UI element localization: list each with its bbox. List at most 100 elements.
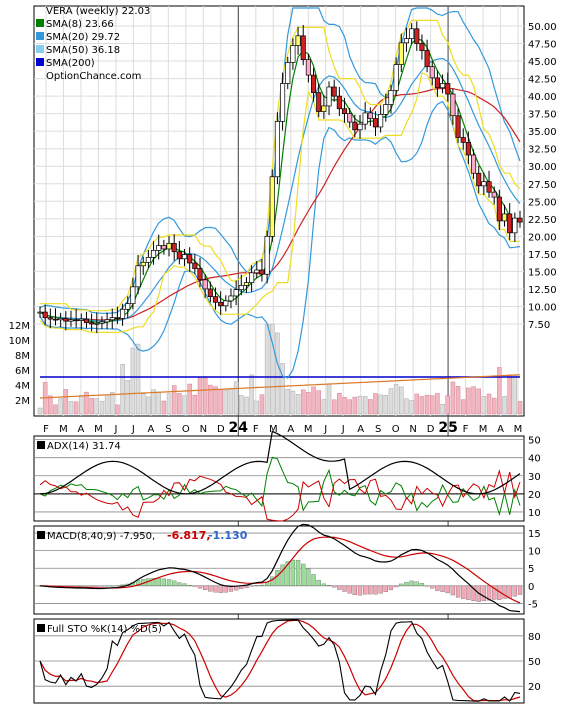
candle-body — [249, 272, 255, 283]
candle-body — [517, 217, 523, 223]
volume-bar — [53, 404, 58, 415]
macd-title: MACD(8,40,9) -7.950, -6.817,-1.130 — [37, 529, 248, 542]
sma8-line — [39, 37, 521, 324]
price-tick-label: 15.00 — [528, 267, 557, 278]
price-tick-label: 35.00 — [528, 127, 557, 138]
macd-hist-bar — [275, 570, 280, 586]
panel-tick-label: 50 — [528, 657, 541, 668]
candle-body — [321, 105, 327, 112]
legend-label: SMA(20) 29.72 — [46, 32, 120, 43]
legend-label: OptionChance.com — [46, 71, 141, 82]
x-tick-label: J — [131, 424, 135, 435]
candle-body — [274, 121, 280, 178]
adx-swatch — [37, 441, 45, 449]
candle-body — [450, 93, 456, 117]
adx-y-axis: 50 40 30 20 10 — [528, 436, 541, 519]
macd-hist-bar — [383, 585, 388, 593]
candle-body — [372, 118, 379, 128]
volume-tick-label: 8M — [15, 351, 30, 362]
volume-bar — [316, 390, 321, 415]
price-tick-label: 37.50 — [528, 110, 557, 121]
volume-bar — [151, 389, 156, 415]
volume-bar — [228, 387, 234, 415]
macd-hist-bar — [89, 585, 94, 587]
volume-bar — [213, 386, 218, 415]
lower-channel-line — [39, 72, 520, 333]
x-tick-label: M — [479, 424, 488, 435]
macd-hist-bar — [316, 579, 321, 586]
macd-hist-bar — [435, 585, 440, 591]
macd-hist-bar — [332, 585, 337, 588]
macd-hist-bar — [156, 577, 161, 586]
candle-body — [290, 45, 296, 63]
macd-hist-bar — [172, 580, 177, 586]
macd-hist-bar — [321, 583, 327, 586]
price-tick-label: 47.50 — [528, 40, 557, 51]
price-tick-label: 20.00 — [528, 232, 557, 243]
candle-body — [176, 251, 182, 260]
volume-bar — [182, 395, 187, 415]
volume-bar — [120, 364, 125, 415]
volume-bar — [99, 400, 105, 415]
volume-y-axis: 12M 10M 8M 6M 4M 2M — [9, 321, 30, 407]
candle-body — [218, 301, 224, 307]
volume-bar — [331, 399, 337, 415]
legend-swatch — [36, 45, 44, 53]
volume-bar — [491, 397, 497, 415]
volume-bar — [383, 395, 389, 415]
candle-body — [341, 108, 348, 114]
macd-hist-bar — [259, 584, 265, 586]
macd-hist-bar — [197, 585, 203, 589]
candle-body — [104, 319, 110, 323]
volume-bar — [177, 393, 182, 415]
volume-bar — [476, 388, 481, 415]
candle-body — [83, 318, 90, 323]
candle-body — [409, 28, 415, 39]
candle-body — [445, 83, 451, 95]
x-tick-label: 25 — [438, 420, 457, 436]
volume-bar — [285, 389, 290, 415]
volume-tick-label: 2M — [15, 396, 30, 407]
candle-body — [357, 123, 363, 131]
macd-hist-bar — [393, 585, 399, 588]
candle-body — [125, 303, 131, 310]
candle-body — [238, 285, 244, 290]
volume-tick-label: 6M — [15, 366, 30, 377]
panel-tick-label: -5 — [528, 599, 538, 610]
price-y-axis: 50.00 47.50 45.00 42.50 40.00 37.50 35.00 32.50… — [528, 22, 557, 331]
candle-body — [233, 289, 239, 297]
volume-bar — [270, 323, 275, 415]
candle-body — [455, 115, 461, 138]
volume-bar — [430, 395, 435, 415]
macd-hist-bar — [187, 584, 192, 586]
macd-hist-bar — [84, 585, 89, 587]
macd-hist-bar — [244, 585, 249, 588]
macd-histogram — [37, 559, 523, 602]
macd-title-label: MACD(8,40,9) -7.950, — [47, 531, 155, 542]
legend-label: VERA (weekly) 22.03 — [46, 6, 150, 17]
volume-bar — [440, 403, 445, 415]
candle-body — [398, 42, 404, 65]
macd-hist-bar — [404, 582, 409, 586]
x-tick-label: J — [113, 424, 117, 435]
price-legend: VERA (weekly) 22.03 SMA(8) 23.66 SMA(20) 2… — [36, 6, 150, 82]
sto-swatch — [37, 624, 45, 632]
volume-bar — [259, 394, 265, 415]
x-axis: F M A M J J A S O N D 24 F M A M J J A S O N D 25 F M A M — [43, 420, 522, 436]
candle-body — [419, 43, 425, 51]
volume-bar — [404, 398, 409, 415]
candle-body — [280, 83, 286, 122]
price-tick-label: 50.00 — [528, 22, 557, 33]
candle-body — [207, 288, 213, 298]
candle-body — [300, 35, 306, 61]
candle-body — [254, 269, 260, 274]
adx-title: ADX(14) 31.74 — [37, 441, 121, 452]
x-tick-label: M — [269, 424, 278, 435]
volume-bar — [171, 385, 177, 415]
candle-body — [223, 300, 229, 307]
candle-body — [347, 113, 353, 123]
candle-body — [37, 311, 43, 314]
macd-hist-bar — [120, 584, 125, 586]
upper-channel-line — [40, 19, 521, 312]
